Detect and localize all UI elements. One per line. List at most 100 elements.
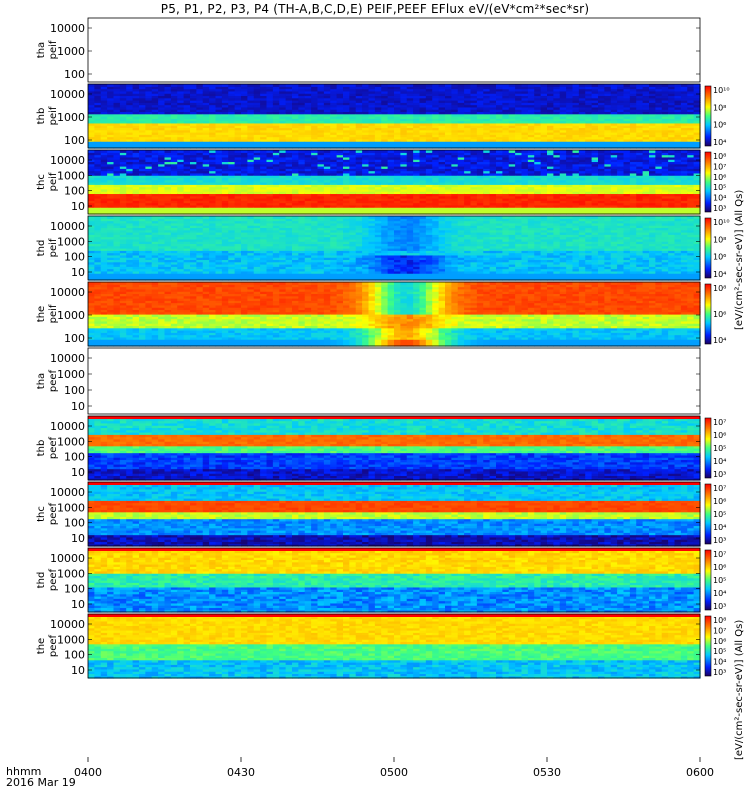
y-tick-label: 10	[71, 532, 85, 545]
y-tick-label: 1000	[57, 567, 85, 580]
x-tick-label: 0530	[533, 766, 561, 779]
y-tick-label: 1000	[57, 111, 85, 124]
y-tick-label: 100	[64, 134, 85, 147]
colorbar-tick-label: 10⁸	[713, 103, 726, 112]
colorbar-tick-label: 10⁸	[713, 152, 726, 161]
panel-product-label: peef	[48, 369, 59, 392]
panel-product-label: peif	[48, 40, 59, 59]
colorbar-tick-label: 10¹⁰	[713, 86, 730, 95]
time-axis: 0400 0430 0500 0530 0600	[74, 757, 714, 779]
colorbar-tick-label: 10⁷	[713, 550, 726, 559]
y-tick-label: 100	[64, 384, 85, 397]
y-tick-label: 100	[64, 251, 85, 264]
x-tick-label: 0500	[380, 766, 408, 779]
y-tick-label: 1000	[57, 368, 85, 381]
panel-tha-peef: 10000 1000 100 10 tha peef	[36, 347, 701, 415]
colorbar-tick-label: 10⁷	[713, 418, 726, 427]
y-tick-label: 10000	[50, 22, 85, 35]
panel-thc-peif: 10000 1000 100 10 thc peif	[36, 149, 701, 215]
y-tick-label: 1000	[57, 169, 85, 182]
panel-product-label: peif	[48, 304, 59, 323]
y-tick-label: 100	[64, 451, 85, 464]
colorbar-tick-label: 10³	[713, 536, 726, 545]
panel-thd-peif: 10000 1000 100 10 thd peif	[36, 215, 701, 281]
colorbar-tick-label: 10⁷	[713, 162, 726, 171]
panel-probe-label: thb	[36, 440, 47, 457]
y-tick-label: 1000	[57, 45, 85, 58]
panel-probe-label: thc	[36, 506, 47, 522]
panel-probe-label: the	[36, 638, 47, 654]
panel-the-peif: 10000 1000 100 the peif	[36, 281, 701, 347]
colorbar-tick-label: 10⁵	[713, 183, 726, 192]
panel-tha-peif: 10000 1000 100 tha peif	[36, 17, 701, 83]
y-tick-label: 10	[71, 200, 85, 213]
colorbar-tick-label: 10⁴	[713, 457, 726, 466]
y-tick-label: 1000	[57, 633, 85, 646]
colorbar-tick-label: 10⁸	[713, 616, 726, 625]
y-tick-label: 10000	[50, 486, 85, 499]
colorbar-tick-label: 10⁴	[713, 270, 726, 279]
panel-product-label: peif	[48, 106, 59, 125]
colorbar-tick-label: 10³	[713, 602, 726, 611]
y-tick-label: 10000	[50, 420, 85, 433]
colorbar-tick-label: 10¹⁰	[713, 218, 730, 227]
colorbar-tick-label: 10⁶	[713, 310, 726, 319]
colorbar-tick-label: 10⁴	[713, 589, 726, 598]
y-tick-label: 10	[71, 598, 85, 611]
y-tick-label: 10	[71, 400, 85, 413]
y-tick-label: 10000	[50, 88, 85, 101]
colorbar-tick-label: 10⁵	[713, 576, 726, 585]
y-tick-label: 100	[64, 583, 85, 596]
panel-probe-label: thd	[36, 240, 47, 257]
colorbar-tick-label: 10⁴	[713, 523, 726, 532]
y-tick-label: 100	[64, 185, 85, 198]
y-tick-label: 100	[64, 68, 85, 81]
panel-thd-peef: 10000 1000 100 10 thd peef	[36, 547, 701, 613]
panel-probe-label: thb	[36, 108, 47, 125]
colorbar-tick-label: 10⁶	[713, 497, 726, 506]
colorbar-thd-peif: 10¹⁰ 10⁸ 10⁶ 10⁴	[704, 217, 730, 279]
panel-thb-peef: 10000 1000 100 10 thb peef	[36, 415, 701, 481]
date-label: 2016 Mar 19	[6, 777, 76, 789]
y-tick-label: 10000	[50, 352, 85, 365]
colorbar-tick-label: 10⁸	[713, 235, 726, 244]
colorbar-tick-label: 10⁴	[713, 194, 726, 203]
y-tick-label: 10000	[50, 286, 85, 299]
y-tick-label: 100	[64, 649, 85, 662]
y-tick-label: 10000	[50, 618, 85, 631]
colorbar-tick-label: 10⁴	[713, 138, 726, 147]
time-unit-label: hhmm	[6, 766, 41, 778]
panel-product-label: peef	[48, 568, 59, 591]
panel-the-peef: 10000 1000 100 10 the peef	[36, 613, 701, 679]
x-tick-label: 0430	[227, 766, 255, 779]
colorbar-tick-label: 10⁶	[713, 173, 726, 182]
y-tick-label: 10000	[50, 154, 85, 167]
colorbar-tick-label: 10⁶	[713, 431, 726, 440]
panel-probe-label: thc	[36, 174, 47, 190]
panel-thc-peef: 10000 1000 100 10 thc peef	[36, 481, 701, 547]
colorbar-tick-label: 10⁶	[713, 121, 726, 130]
y-tick-label: 10	[71, 466, 85, 479]
panel-probe-label: the	[36, 306, 47, 322]
panel-probe-label: tha	[36, 373, 47, 389]
colorbar-tick-label: 10⁴	[713, 336, 726, 345]
figure-title: P5, P1, P2, P3, P4 (TH-A,B,C,D,E) PEIF,P…	[0, 2, 750, 16]
y-tick-label: 10	[71, 664, 85, 677]
colorbar-title-electron: [eV/(cm²-sec-sr-eV)] (All Qs)	[734, 620, 745, 760]
colorbar-thd-peef: 10⁷ 10⁶ 10⁵ 10⁴ 10³	[704, 549, 726, 611]
colorbar-tick-label: 10⁵	[713, 444, 726, 453]
colorbar-thb-peif: 10¹⁰ 10⁸ 10⁶ 10⁴	[704, 85, 730, 147]
colorbar-tick-label: 10⁶	[713, 253, 726, 262]
colorbar-tick-label: 10³	[713, 204, 726, 213]
y-tick-label: 100	[64, 332, 85, 345]
y-tick-label: 10000	[50, 220, 85, 233]
colorbar-the-peif: 10⁸ 10⁶ 10⁴	[704, 283, 726, 345]
y-tick-label: 1000	[57, 435, 85, 448]
colorbar-tick-label: 10⁶	[713, 637, 726, 646]
colorbar-title-ion: [eV/(cm²-sec-sr-eV)] (All Qs)	[734, 190, 745, 330]
panel-product-label: peif	[48, 238, 59, 257]
x-tick-label: 0400	[74, 766, 102, 779]
colorbar-tick-label: 10³	[713, 668, 726, 677]
